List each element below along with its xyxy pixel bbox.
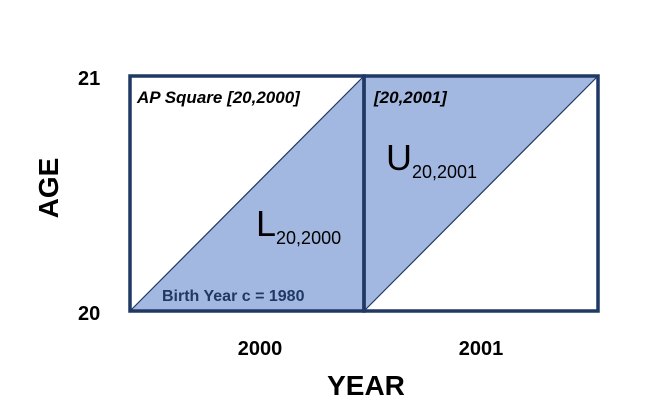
x-axis-title: YEAR — [327, 370, 405, 401]
square-label-2001: [20,2001] — [373, 88, 448, 107]
y-tick-20: 20 — [78, 303, 100, 325]
region-label-upper: U20,2001 — [386, 137, 477, 182]
ap-square-2001 — [362, 74, 600, 313]
region-upper-symbol: U — [386, 137, 412, 178]
region-lower-symbol: L — [256, 203, 276, 244]
square-label-2000: AP Square [20,2000] — [136, 88, 301, 107]
y-tick-21: 21 — [78, 68, 100, 90]
lifeline-right — [363, 75, 599, 312]
region-lower-subscript: 20,2000 — [276, 228, 341, 248]
x-tick-2001: 2001 — [459, 338, 504, 360]
cohort-label: Birth Year c = 1980 — [162, 288, 305, 305]
x-tick-2000: 2000 — [238, 338, 283, 360]
y-axis-title: AGE — [33, 158, 64, 219]
region-label-lower: L20,2000 — [256, 203, 341, 248]
region-upper-subscript: 20,2001 — [412, 162, 477, 182]
lifeline-left — [129, 75, 365, 312]
